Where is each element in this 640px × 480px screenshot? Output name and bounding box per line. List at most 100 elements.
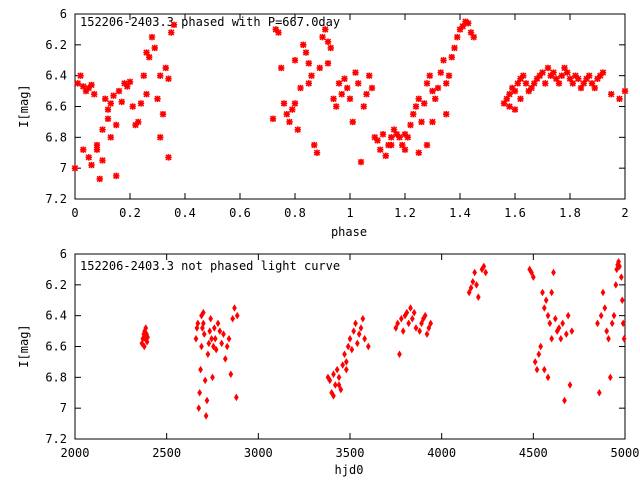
unphased-data-point <box>558 335 564 343</box>
unphased-data-point <box>340 361 346 369</box>
unphased-data-point <box>331 370 336 379</box>
phased-data-point <box>154 95 161 102</box>
unphased-data-point <box>230 314 236 323</box>
phased-y-tick-label: 6.8 <box>45 130 67 144</box>
phased-data-point <box>77 72 84 79</box>
unphased-data-point <box>562 396 567 405</box>
phased-data-point <box>338 90 345 98</box>
unphased-data-point <box>534 365 540 374</box>
phased-data-point <box>291 100 299 107</box>
phased-data-point <box>124 83 131 90</box>
unphased-data-point <box>194 324 200 332</box>
unphased-data-point <box>345 342 351 351</box>
phased-data-point <box>118 98 125 106</box>
unphased-data-point <box>404 308 410 317</box>
unphased-data-point <box>595 319 600 328</box>
unphased-data-point <box>349 345 355 354</box>
phased-data-point <box>168 29 175 36</box>
phased-data-point <box>379 131 387 138</box>
phased-data-point <box>401 131 409 138</box>
unphased-data-point <box>545 311 551 320</box>
phased-data-point <box>454 33 461 41</box>
unphased-data-point <box>212 335 218 343</box>
phased-data-point <box>113 172 120 180</box>
phased-data-point <box>360 103 367 110</box>
phased-data-point <box>437 69 444 76</box>
unphased-x-tick-label: 3000 <box>244 446 273 460</box>
phased-data-point <box>572 72 579 79</box>
unphased-data-point <box>560 319 566 328</box>
unphased-data-point <box>613 281 619 289</box>
phased-data-point <box>616 95 623 102</box>
phased-data-point <box>357 158 365 166</box>
phased-data-point <box>415 95 422 102</box>
unphased-x-tick-label: 4000 <box>427 446 456 460</box>
phased-data-point <box>104 115 112 123</box>
unphased-data-point <box>411 308 417 317</box>
phased-data-point <box>368 84 376 92</box>
unphased-data-point <box>342 350 347 358</box>
phased-y-tick-label: 6.6 <box>45 100 67 114</box>
phased-data-point <box>608 90 615 98</box>
phased-data-point <box>170 21 178 28</box>
phased-data-point <box>396 134 403 141</box>
unphased-data-point <box>621 335 627 343</box>
phased-data-point <box>363 90 370 98</box>
unphased-chart-title: 152206-2403.3 not phased light curve <box>80 259 340 273</box>
phased-data-point <box>462 18 469 25</box>
unphased-data-point <box>472 268 478 277</box>
unphased-data-point <box>234 311 240 320</box>
phased-data-point <box>311 141 318 149</box>
phased-data-point <box>511 106 519 113</box>
phased-data-point <box>564 69 571 76</box>
unphased-data-point <box>334 365 340 374</box>
phased-data-point <box>465 20 472 27</box>
unphased-data-point <box>343 365 349 374</box>
unphased-data-point <box>563 330 569 338</box>
phased-data-point <box>390 126 398 133</box>
unphased-data-point <box>618 273 624 281</box>
unphased-data-point <box>567 381 573 389</box>
phased-data-point <box>594 75 601 82</box>
phased-data-point <box>415 149 422 156</box>
phased-data-point <box>85 84 92 92</box>
phased-data-point <box>597 72 604 79</box>
phased-data-point <box>511 87 519 95</box>
unphased-y-tick-label: 6.2 <box>45 278 67 292</box>
unphased-y-tick-label: 7.2 <box>45 432 67 446</box>
unphased-data-point <box>202 376 208 385</box>
unphased-data-point <box>565 311 571 320</box>
unphased-data-point <box>354 339 360 348</box>
phased-data-point <box>388 134 395 141</box>
unphased-data-point <box>145 333 150 342</box>
phased-data-point <box>140 72 147 79</box>
phased-data-point <box>352 69 359 76</box>
phased-y-tick-label: 6.4 <box>45 69 67 83</box>
unphased-data-point <box>556 324 562 332</box>
unphased-data-point <box>228 370 234 379</box>
phased-data-point <box>300 41 307 49</box>
phased-data-point <box>294 126 301 133</box>
phased-data-point <box>107 100 114 107</box>
phased-data-point <box>302 49 310 56</box>
unphased-data-point <box>207 327 213 335</box>
phased-data-point <box>432 95 439 102</box>
phased-data-point <box>503 95 510 102</box>
phased-data-point <box>346 95 354 102</box>
phased-data-point <box>143 49 150 56</box>
phased-data-point <box>333 103 340 110</box>
phased-data-point <box>159 111 167 118</box>
unphased-data-point <box>397 350 402 358</box>
unphased-data-point <box>408 304 413 312</box>
unphased-data-point <box>604 327 610 335</box>
phased-y-axis-label: I[mag] <box>17 84 31 127</box>
phased-data-point <box>547 72 554 79</box>
phased-data-point <box>93 146 101 153</box>
unphased-data-point <box>358 324 364 332</box>
unphased-data-point <box>219 339 225 348</box>
phased-data-point <box>132 121 139 129</box>
phased-data-point <box>580 80 587 87</box>
phased-data-point <box>305 60 312 67</box>
unphased-data-point <box>199 342 204 351</box>
phased-data-point <box>113 121 120 129</box>
